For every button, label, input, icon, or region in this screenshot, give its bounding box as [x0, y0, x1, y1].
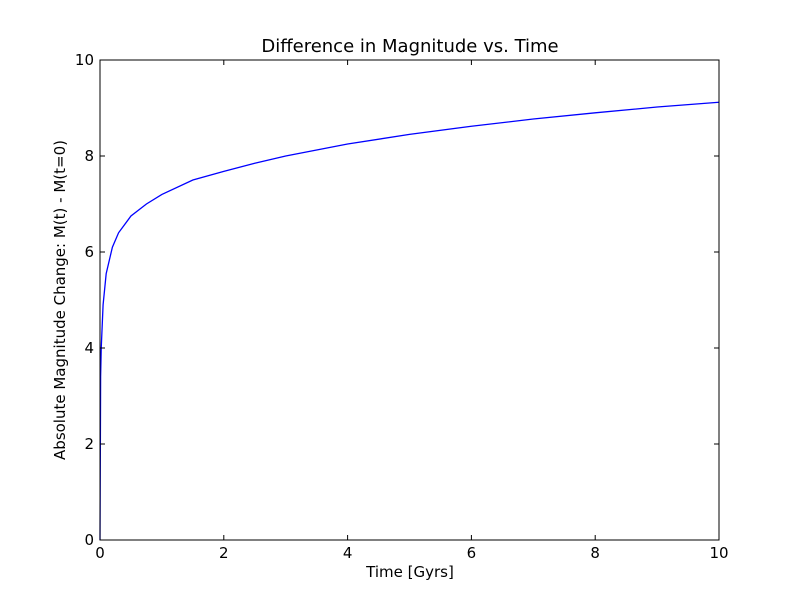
series-line	[99, 101, 720, 541]
x-tick-label: 2	[219, 544, 229, 562]
chart-title: Difference in Magnitude vs. Time	[261, 36, 558, 57]
x-tick-label: 10	[709, 544, 728, 562]
y-axis-label: Absolute Magnitude Change: M(t) - M(t=0)	[51, 140, 69, 460]
y-tick-label: 6	[84, 243, 94, 261]
y-tick-label: 2	[84, 435, 94, 453]
y-tick-label: 0	[84, 531, 94, 549]
y-axis-ticks: 0 2 4 6 8 10	[75, 51, 719, 549]
y-tick-label: 4	[84, 339, 94, 357]
plot-frame	[99, 59, 720, 541]
plot-background	[100, 60, 719, 540]
x-tick-label: 8	[590, 544, 600, 562]
x-axis-ticks: 0 2 4 6 8 10	[95, 60, 729, 562]
x-tick-label: 0	[95, 544, 105, 562]
y-tick-label: 8	[84, 147, 94, 165]
plot-area	[99, 59, 720, 541]
y-tick-label: 10	[75, 51, 94, 69]
x-tick-label: 4	[343, 544, 353, 562]
x-tick-label: 6	[467, 544, 477, 562]
x-axis-label: Time [Gyrs]	[365, 563, 454, 581]
